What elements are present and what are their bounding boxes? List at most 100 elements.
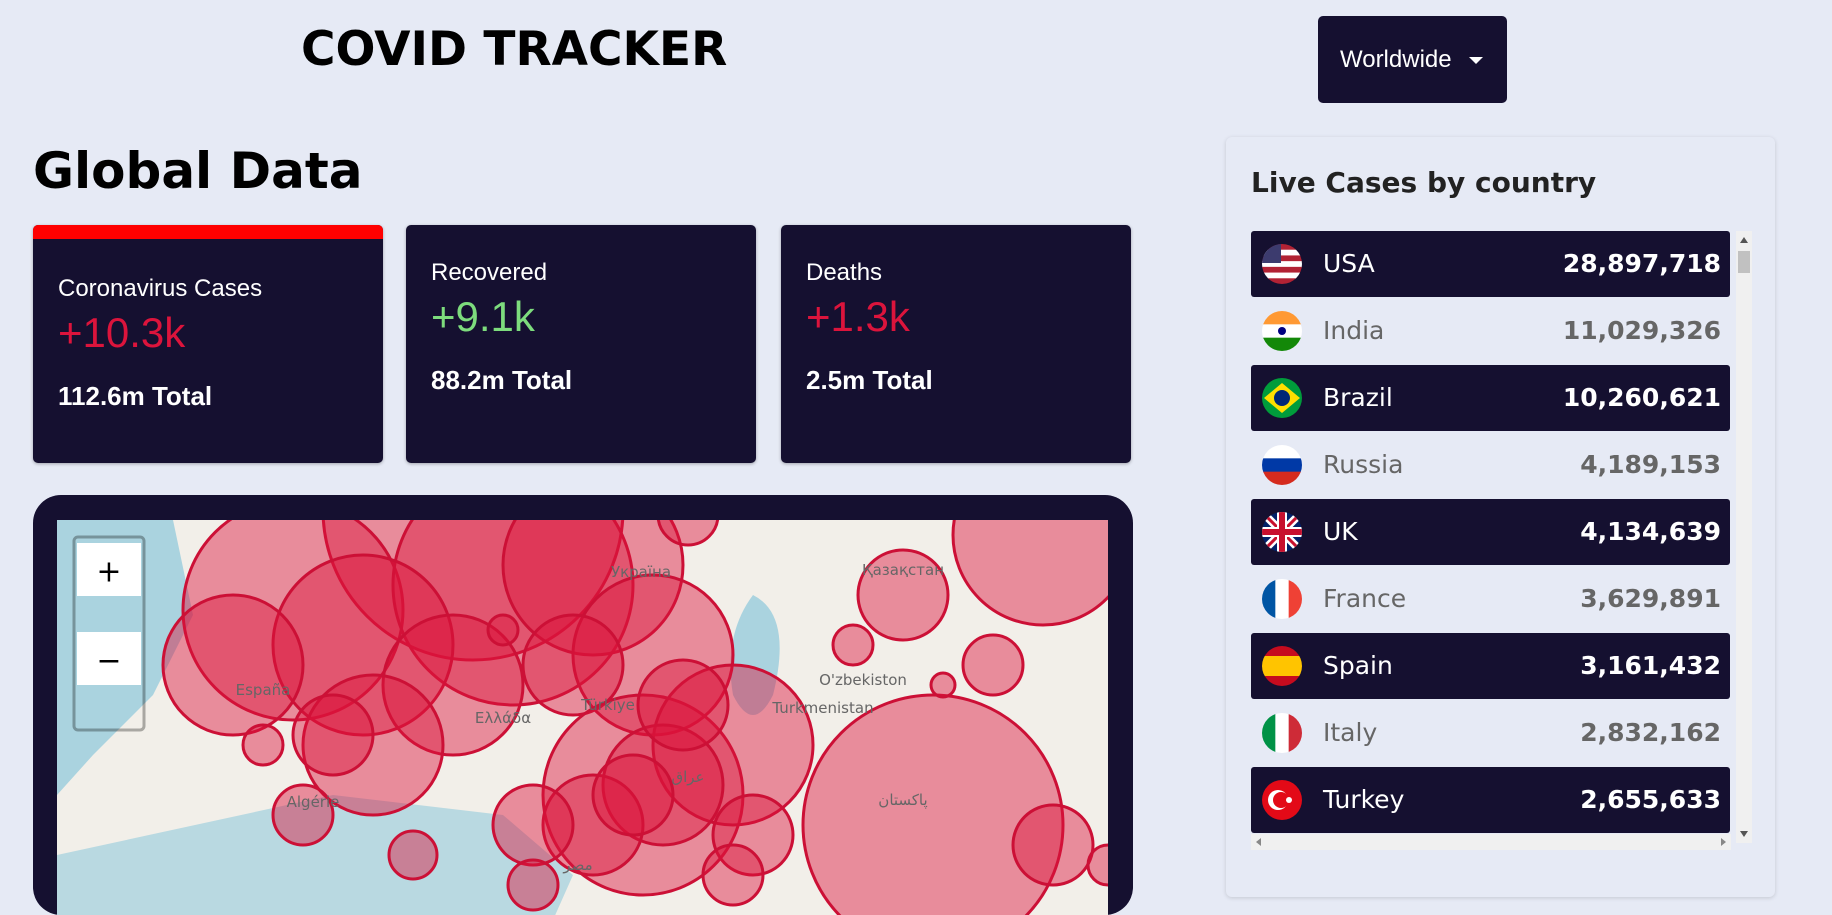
flag-stripe xyxy=(1288,579,1302,619)
flag-canton xyxy=(1262,244,1281,263)
flag-stripe xyxy=(1262,249,1302,256)
case-circle[interactable] xyxy=(856,548,950,642)
country-cases: 4,134,639 xyxy=(1580,517,1721,546)
case-circle[interactable] xyxy=(961,633,1025,697)
case-circle[interactable] xyxy=(831,623,875,667)
country-name: Spain xyxy=(1323,651,1393,680)
scroll-track xyxy=(1736,231,1752,843)
country-row[interactable]: France 3,629,891 xyxy=(1251,566,1730,632)
country-row[interactable]: USA 28,897,718 xyxy=(1251,231,1730,297)
country-row[interactable]: Russia 4,189,153 xyxy=(1251,432,1730,498)
country-flag xyxy=(1262,780,1302,820)
page: COVID TRACKER Worldwide Global Data Coro… xyxy=(33,16,1752,915)
flag-stripe xyxy=(1262,579,1276,619)
flag-stripe xyxy=(1275,579,1290,619)
country-cases: 28,897,718 xyxy=(1562,249,1721,278)
map-container: Қазақстан O'zbekiston Türkiye Turkmenistan У… xyxy=(33,495,1133,915)
flag-cross xyxy=(1262,512,1302,552)
case-circle[interactable] xyxy=(541,773,645,877)
zoom-button[interactable] xyxy=(77,632,141,685)
card-label: Deaths xyxy=(806,259,883,286)
case-circle[interactable] xyxy=(656,495,720,547)
country-flag xyxy=(1262,579,1302,619)
zoom-button-label[interactable]: − xyxy=(96,644,121,679)
case-circle[interactable] xyxy=(271,783,335,847)
stat-card[interactable]: Deaths +1.3k 2.5m Total xyxy=(781,225,1131,463)
active-bar xyxy=(33,225,383,239)
case-circle[interactable] xyxy=(929,671,957,699)
map-label: پاکستان xyxy=(878,791,927,810)
map-label: O'zbekiston xyxy=(819,671,907,689)
case-circle[interactable] xyxy=(1011,803,1095,887)
case-circle[interactable] xyxy=(1086,843,1128,887)
section-heading: Global Data xyxy=(33,142,363,200)
case-circle[interactable] xyxy=(181,500,405,722)
sea xyxy=(730,595,780,715)
case-circle[interactable] xyxy=(506,858,560,912)
h-scrollbar xyxy=(1251,834,1731,850)
country-row[interactable]: Spain 3,161,432 xyxy=(1251,633,1730,699)
country-row[interactable]: UK 4,134,639 xyxy=(1251,499,1730,565)
case-circle[interactable] xyxy=(491,783,575,867)
case-circle[interactable] xyxy=(801,693,1065,915)
country-row[interactable]: Turkey 2,655,633 xyxy=(1251,767,1730,833)
flag-stripe xyxy=(1262,244,1302,251)
case-circle[interactable] xyxy=(271,553,455,737)
map-label: Algérie xyxy=(287,793,340,811)
case-circle[interactable] xyxy=(241,723,285,767)
flag xyxy=(1262,244,1302,284)
case-circle[interactable] xyxy=(711,793,795,877)
flag-stripe xyxy=(1262,255,1302,262)
country-name: France xyxy=(1323,584,1407,613)
case-circle[interactable] xyxy=(387,829,439,881)
case-circle[interactable] xyxy=(591,753,675,837)
flag-stripe xyxy=(1262,278,1302,284)
flag xyxy=(1262,378,1302,418)
country-name: India xyxy=(1323,316,1385,345)
card-total: 112.6m Total xyxy=(58,381,213,411)
zoom-button-label[interactable]: + xyxy=(96,555,121,590)
zoom-button[interactable] xyxy=(77,543,141,596)
case-circle[interactable] xyxy=(701,843,765,907)
flag-stripe xyxy=(1275,713,1290,753)
country-flag xyxy=(1262,378,1302,418)
country-cases: 3,629,891 xyxy=(1580,584,1721,613)
country-name: Turkey xyxy=(1323,785,1405,814)
scroll-thumb[interactable] xyxy=(1738,251,1750,273)
card-total: 2.5m Total xyxy=(806,365,933,395)
flag-stripe xyxy=(1262,656,1302,667)
case-circle[interactable] xyxy=(486,613,520,647)
flag-stripe xyxy=(1262,311,1302,325)
map-label: Ελλάδα xyxy=(475,709,531,727)
country-row[interactable]: India 11,029,326 xyxy=(1251,298,1730,364)
country-row[interactable]: Brazil 10,260,621 xyxy=(1251,365,1730,431)
flag xyxy=(1262,780,1302,820)
stat-card[interactable]: Recovered +9.1k 88.2m Total xyxy=(406,225,756,463)
flag-stripe xyxy=(1262,646,1302,657)
flag-dot xyxy=(1274,390,1290,406)
country-row[interactable]: Italy 2,832,162 xyxy=(1251,700,1730,766)
case-circle[interactable] xyxy=(291,693,375,777)
flag-star xyxy=(1286,797,1292,803)
case-circle[interactable] xyxy=(651,663,815,827)
case-circle[interactable] xyxy=(521,613,625,717)
case-circle[interactable] xyxy=(381,613,525,757)
map-label: Україна xyxy=(611,563,671,581)
card-total: 88.2m Total xyxy=(431,365,573,395)
country-cases: 10,260,621 xyxy=(1562,383,1721,412)
map-label: España xyxy=(236,681,291,699)
case-circle[interactable] xyxy=(951,495,1133,627)
country-name: Italy xyxy=(1323,718,1378,747)
country-name: USA xyxy=(1323,249,1375,278)
country-name: Brazil xyxy=(1323,383,1393,412)
case-circle[interactable] xyxy=(161,593,305,737)
map-label: Turkmenistan xyxy=(771,699,873,717)
app-title: COVID TRACKER xyxy=(301,22,728,77)
case-circle[interactable] xyxy=(636,658,730,752)
country-cases: 3,161,432 xyxy=(1580,651,1721,680)
stat-card[interactable]: Coronavirus Cases +10.3k 112.6m Total xyxy=(33,225,383,463)
country-cases: 2,832,162 xyxy=(1580,718,1721,747)
country-dropdown[interactable]: Worldwide xyxy=(1318,16,1507,103)
flag xyxy=(1262,713,1302,753)
card-today: +9.1k xyxy=(431,293,535,340)
